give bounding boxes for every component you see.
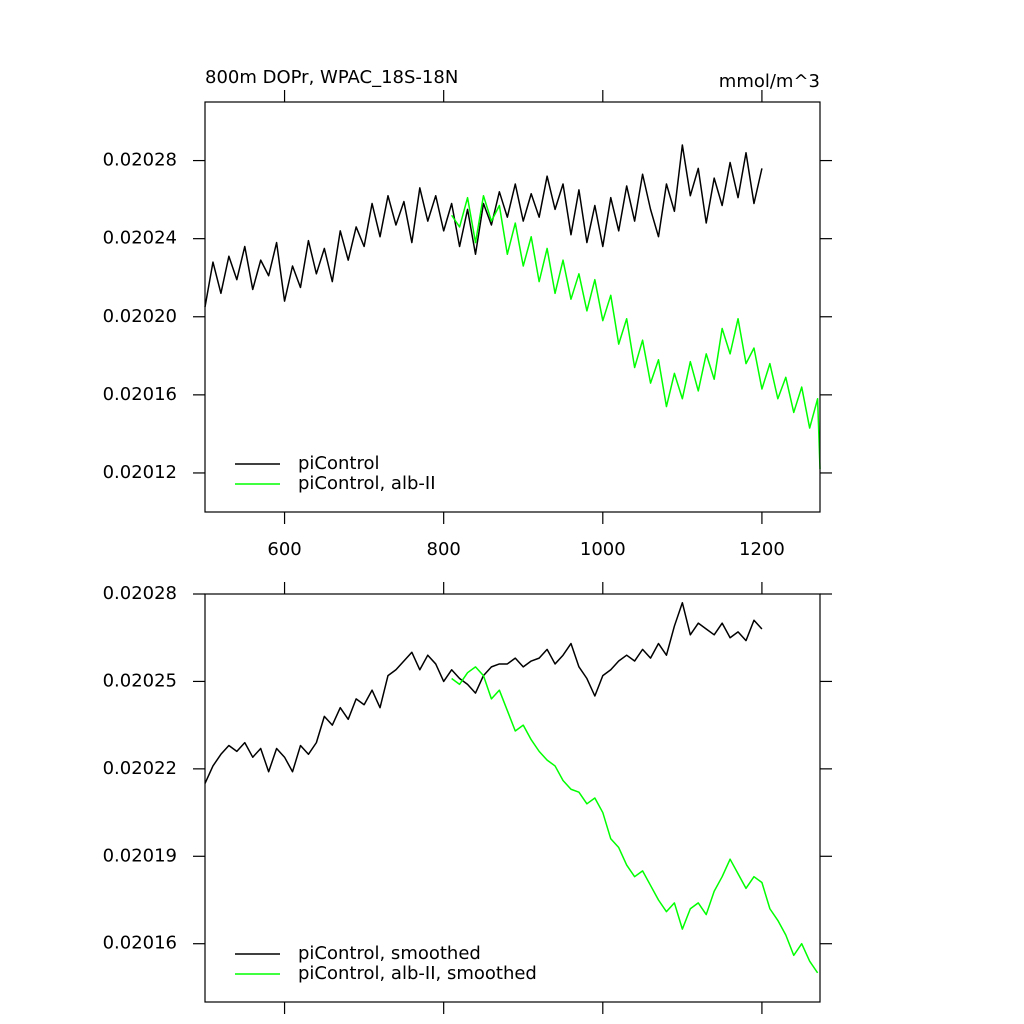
x-tick-label: 600 bbox=[267, 539, 301, 560]
data-line bbox=[204, 601, 763, 784]
y-tick-label: 0.02028 bbox=[103, 150, 177, 171]
data-line bbox=[204, 144, 763, 308]
plot-frame bbox=[204, 593, 821, 1003]
y-tick-label: 0.02019 bbox=[103, 845, 177, 866]
y-tick-label: 0.02028 bbox=[103, 583, 177, 604]
y-tick-label: 0.02016 bbox=[103, 384, 177, 405]
x-tick-label: 800 bbox=[427, 539, 461, 560]
legend-label: piControl, alb-II bbox=[298, 473, 436, 494]
y-tick-label: 0.02012 bbox=[103, 462, 177, 483]
plot-frame bbox=[204, 101, 821, 513]
y-tick-label: 0.02020 bbox=[103, 306, 177, 327]
y-tick-label: 0.02022 bbox=[103, 758, 177, 779]
legend-label: piControl, smoothed bbox=[298, 943, 481, 964]
chart-title: 800m DOPr, WPAC_18S-18N bbox=[205, 67, 458, 88]
data-line bbox=[451, 666, 819, 974]
y-tick-label: 0.02024 bbox=[103, 228, 177, 249]
legend-label: piControl, alb-II, smoothed bbox=[298, 963, 537, 984]
y-tick-label: 0.02016 bbox=[103, 933, 177, 954]
x-tick-label: 1000 bbox=[580, 539, 626, 560]
legend-label: piControl bbox=[298, 453, 380, 474]
units-label: mmol/m^3 bbox=[719, 71, 820, 92]
x-tick-label: 1200 bbox=[739, 539, 785, 560]
data-line bbox=[451, 194, 821, 470]
y-tick-label: 0.02025 bbox=[103, 670, 177, 691]
